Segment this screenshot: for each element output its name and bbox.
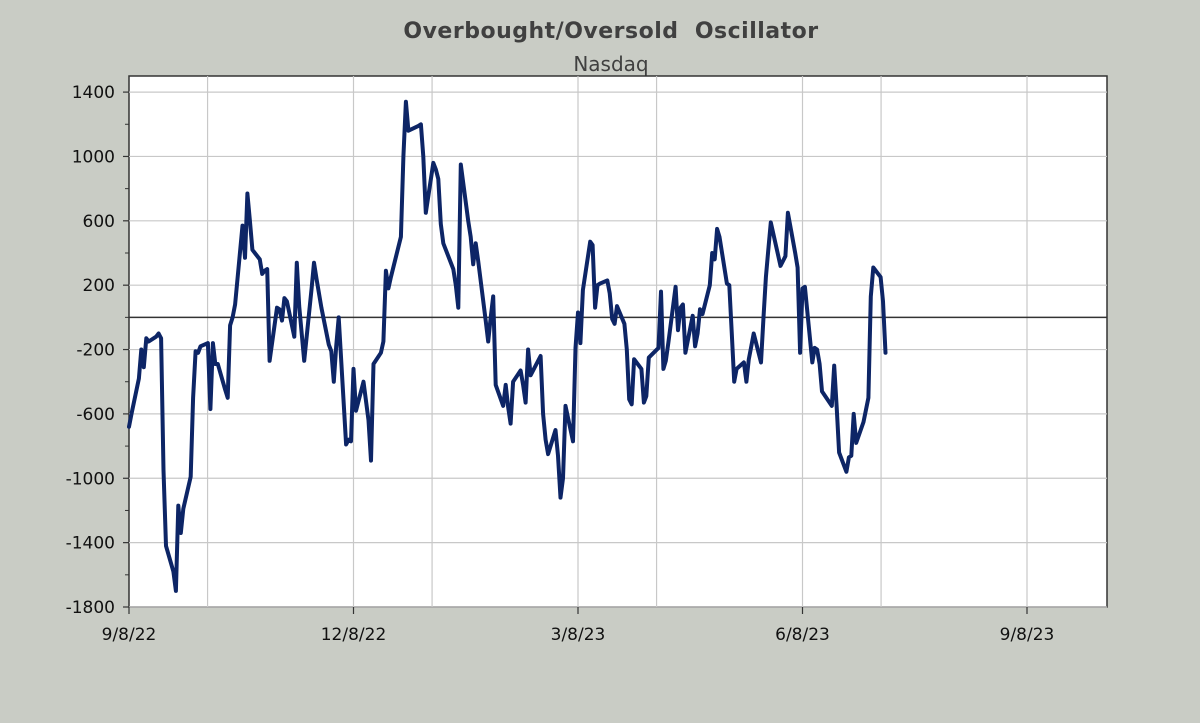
y-tick-label: -1000 [66, 469, 115, 489]
y-tick-label: -1400 [66, 534, 115, 554]
oscillator-line [127, 99, 888, 593]
y-tick-label: 1400 [72, 83, 115, 103]
grid-lines [129, 76, 1107, 608]
x-tick-label: 6/8/23 [775, 625, 830, 645]
y-axis: 1400 1000 600 200 -200 -600 -1000 -1400 -1800 [66, 83, 129, 618]
y-tick-label: 600 [83, 212, 115, 232]
y-tick-label: 200 [83, 276, 115, 296]
x-tick-label: 12/8/22 [321, 625, 387, 645]
x-tick-label: 9/8/22 [102, 625, 157, 645]
chart-title: Overbought/Oversold Oscillator [403, 19, 819, 44]
x-tick-label: 9/8/23 [1000, 625, 1055, 645]
y-tick-label: 1000 [72, 147, 115, 167]
y-tick-label: -600 [76, 405, 115, 425]
plot-area [128, 75, 1108, 608]
chart-subtitle: Nasdaq [573, 52, 649, 76]
x-tick-label: 3/8/23 [551, 625, 606, 645]
y-tick-label: -1800 [66, 598, 115, 618]
x-axis: 9/8/22 12/8/22 3/8/23 6/8/23 9/8/23 [102, 607, 1055, 645]
y-tick-label: -200 [76, 341, 115, 361]
